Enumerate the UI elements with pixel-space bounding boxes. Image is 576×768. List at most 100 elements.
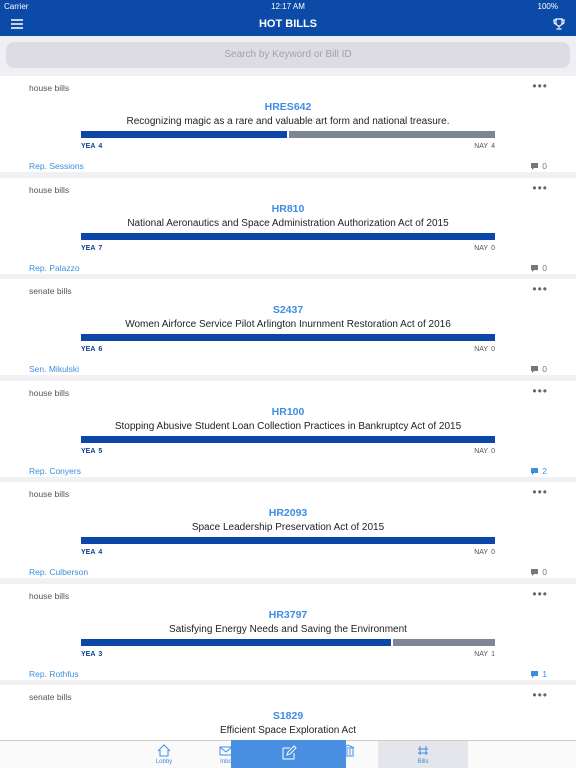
yea-text: YEA [81,346,96,353]
nay-count: 0 [491,549,495,556]
bill-category: senate bills [29,692,72,702]
bill-card[interactable]: house bills ••• HR2093 Space Leadership Pre… [0,482,576,578]
search-field[interactable]: Search by Keyword or Bill ID [6,42,570,68]
nay-text: NAY [474,650,489,658]
battery: 100% [537,2,558,11]
tab-label: Bills [417,759,429,765]
comments[interactable]: 0 [530,364,547,374]
comments[interactable]: 0 [530,263,547,273]
sponsor[interactable]: Rep. Culberson [29,567,89,577]
nay-text: NAY [474,549,489,556]
comments[interactable]: 2 [530,466,547,476]
bill-card[interactable]: house bills ••• HRES642 Recognizing magic a… [0,76,576,172]
nay-count: 1 [491,650,495,658]
more-button[interactable]: ••• [532,180,548,195]
separator [0,476,576,482]
sponsor[interactable]: Rep. Sessions [29,161,84,171]
bill-id: S1829 [272,710,304,722]
yea-bar [81,232,495,240]
yea-bar [81,435,495,443]
bill-card[interactable]: house bills ••• HR100 Stopping Abusive Stud… [0,380,576,477]
bill-card[interactable]: house bills ••• HR810 National Aeronautics … [0,177,576,274]
yea-label: YEA 4 [81,549,102,556]
yea-bar [81,537,495,544]
yea-count: 4 [98,549,103,556]
bill-id: HR3797 [268,608,308,621]
bill-title: National Aeronautics and Space Administr… [127,217,449,229]
yea-bar [81,131,287,138]
nav-title: HOT BILLS [258,18,318,30]
separator [0,273,576,279]
bill-id: HR2093 [268,507,308,519]
vote-bar [81,131,495,138]
compose-button[interactable] [231,740,346,768]
yea-label: YEA 4 [81,143,102,150]
yea-text: YEA [81,549,96,556]
vote-bar [81,232,495,240]
nay-count: 0 [491,447,495,455]
more-button[interactable]: ••• [532,688,548,702]
search-area: Search by Keyword or Bill ID [0,36,576,76]
yea-label: YEA 6 [81,346,102,353]
bill-title: Women Airforce Service Pilot Arlington I… [125,319,451,330]
comment-count: 0 [542,364,547,374]
comments[interactable]: 0 [530,567,547,577]
bill-card[interactable]: house bills ••• HR3797 Satisfying Energy Ne… [0,583,576,680]
sponsor[interactable]: Rep. Conyers [29,465,81,476]
nay-count: 0 [491,244,495,252]
comments[interactable]: 1 [530,669,547,679]
status-bar: Carrier 12:17 AM 100% [0,0,576,14]
bill-id: HRES642 [264,101,312,113]
yea-label: YEA 3 [81,651,102,658]
nay-text: NAY [474,244,489,252]
nay-label: NAY 0 [474,549,495,556]
separator [0,578,576,584]
trophy-button[interactable] [552,17,566,31]
tab-lobby[interactable]: Lobby [134,741,194,768]
yea-text: YEA [81,143,96,150]
yea-bar [81,334,495,341]
bill-category: house bills [29,83,70,93]
bill-category: house bills [29,387,70,398]
comment-icon [531,467,539,475]
bill-id: S2437 [272,304,304,316]
bill-card[interactable]: senate bills ••• S2437 Women Airforce Servi… [0,279,576,375]
bill-category: house bills [29,184,70,195]
bill-title: Efficient Space Exploration Act [219,725,356,736]
tab-bills[interactable]: Bills [378,741,468,768]
vote-bar [81,638,495,646]
yea-text: YEA [81,650,96,658]
more-button[interactable]: ••• [532,79,548,93]
nay-label: NAY 0 [474,346,495,353]
more-button[interactable]: ••• [532,586,548,601]
comments[interactable]: 0 [530,161,547,171]
tab-icon [418,746,428,755]
more-button[interactable]: ••• [532,383,548,398]
comment-count: 0 [542,161,547,171]
bill-category: house bills [29,489,70,499]
menu-button[interactable] [10,18,24,30]
bill-title: Space Leadership Preservation Act of 201… [191,522,385,533]
carrier: Carrier [4,2,29,11]
tab-label: Lobby [155,759,173,765]
separator [0,375,576,381]
comment-icon [531,670,539,678]
sponsor[interactable]: Sen. Mikulski [29,364,80,374]
yea-count: 3 [98,650,103,658]
compose-icon [282,745,297,760]
bill-category: house bills [29,590,70,601]
sponsor[interactable]: Rep. Rothfus [29,668,79,679]
more-button[interactable]: ••• [532,282,548,296]
separator [0,172,576,178]
tab-bar: Lobby Inbo Bills [0,740,576,768]
sponsor[interactable]: Rep. Palazzo [29,262,80,273]
tab-label: Inbo [220,759,232,765]
nay-count: 0 [491,346,495,353]
yea-label: YEA 5 [81,448,102,455]
nay-count: 4 [491,143,495,150]
bill-title: Recognizing magic as a rare and valuable… [126,116,450,127]
nay-bar [289,131,495,138]
yea-text: YEA [81,244,96,252]
time: 12:17 AM [271,2,305,11]
more-button[interactable]: ••• [532,485,548,499]
